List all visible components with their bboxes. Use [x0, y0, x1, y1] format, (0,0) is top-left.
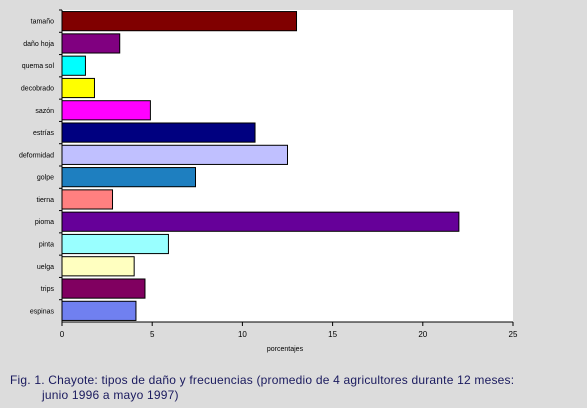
bar-2	[61, 55, 86, 76]
category-label: tamaño	[31, 19, 54, 26]
bar-9	[61, 211, 460, 232]
x-axis-title: porcentajes	[267, 346, 304, 353]
bar-4	[61, 100, 151, 121]
category-label: sazón	[35, 108, 54, 115]
category-label: tierna	[36, 197, 54, 204]
bar-1	[61, 33, 121, 54]
x-tick-label: 20	[418, 330, 427, 339]
category-label: estrías	[33, 130, 55, 137]
bar-12	[61, 278, 146, 299]
caption-line-1: Fig. 1. Chayote: tipos de daño y frecuen…	[10, 373, 515, 387]
bar-3	[61, 77, 95, 99]
bar-7	[61, 167, 196, 188]
figure-caption: Fig. 1. Chayote: tipos de daño y frecuen…	[10, 373, 580, 403]
x-tick-label: 0	[60, 330, 65, 339]
category-label: uelga	[37, 264, 54, 271]
bar-0	[61, 11, 298, 32]
x-tick-label: 5	[150, 330, 155, 339]
category-label: decobrado	[21, 86, 54, 93]
bar-10	[61, 233, 169, 255]
x-tick-label: 25	[509, 330, 518, 339]
chart: tamaño daño hoja quema sol decobrado sazón es…	[19, 9, 518, 353]
x-tick-label: 15	[328, 330, 337, 339]
category-label: trips	[41, 286, 55, 293]
caption-line-2: junio 1996 a mayo 1997)	[42, 388, 179, 402]
bar-6	[61, 144, 288, 165]
x-tick-label: 10	[238, 330, 247, 339]
category-label: pioma	[35, 219, 54, 226]
category-label: golpe	[37, 175, 54, 182]
bar-8	[61, 189, 114, 210]
bar-11	[61, 256, 135, 277]
category-label: pinta	[39, 242, 54, 249]
bar-5	[61, 122, 256, 143]
category-label: espinas	[30, 308, 55, 315]
bar-13	[61, 300, 137, 321]
plot-area	[62, 10, 513, 322]
category-label: quema sol	[22, 63, 55, 70]
category-label: daño hoja	[23, 41, 54, 48]
category-labels: tamaño daño hoja quema sol decobrado sazón es…	[19, 9, 62, 315]
category-label: deformidad	[19, 152, 54, 159]
x-ticks: 0 5 10 15 20 25	[60, 322, 518, 339]
